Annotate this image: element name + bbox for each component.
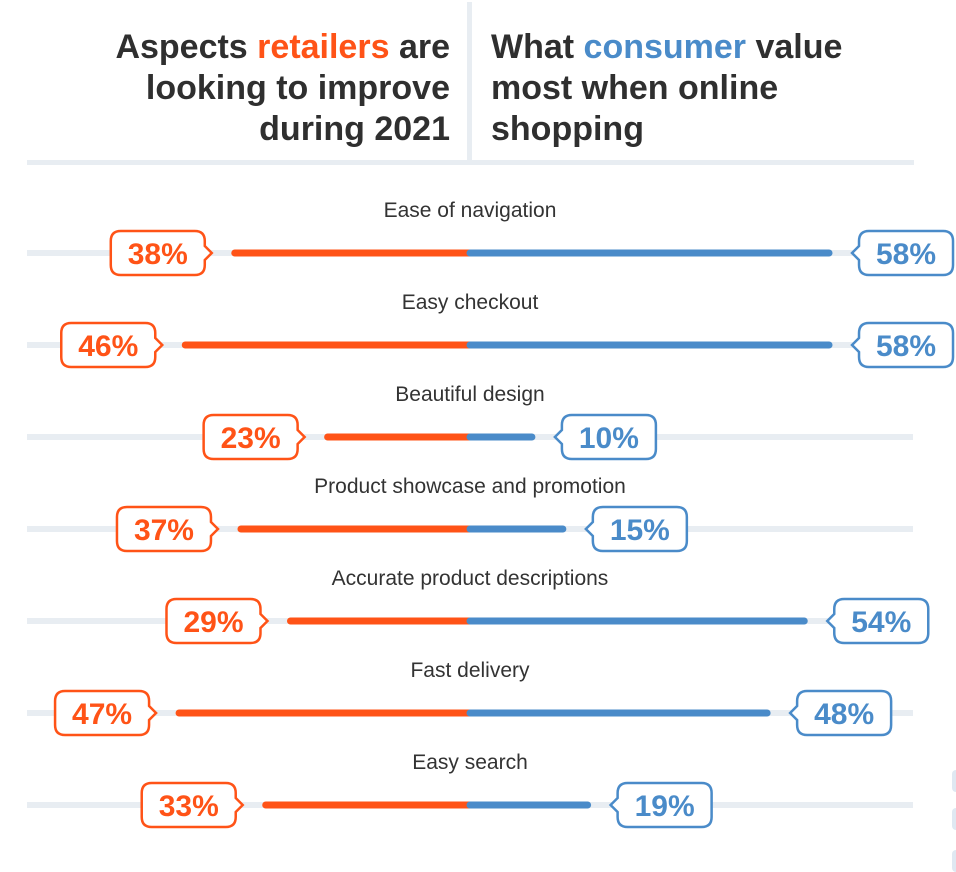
left-title-line3: during 2021 <box>259 110 450 148</box>
category-label: Beautiful design <box>395 383 544 406</box>
category-label: Easy checkout <box>402 291 539 314</box>
consumer-bar-cap <box>470 709 474 717</box>
consumer-value-label: 48% <box>814 698 874 731</box>
retailer-value-bubble <box>60 321 165 369</box>
consumer-value-bubble <box>850 229 955 277</box>
header-divider <box>27 160 914 165</box>
right-title-line3: shopping <box>491 110 644 148</box>
edge-decoration <box>952 770 956 792</box>
right-title-line2: most when online <box>491 69 779 107</box>
retailer-value-bubble <box>115 505 220 553</box>
header: Aspects retailers are looking to improve… <box>0 0 956 165</box>
consumer-bar-cap <box>470 433 474 441</box>
consumer-value-label: 15% <box>610 514 670 547</box>
retailer-value-bubble <box>53 689 158 737</box>
vertical-divider <box>467 2 472 162</box>
consumer-bar-cap <box>470 525 474 533</box>
retailer-value-bubble <box>140 781 245 829</box>
consumer-value-label: 10% <box>579 422 639 455</box>
consumer-value-label: 58% <box>876 238 936 271</box>
left-title-suffix: are <box>389 28 450 66</box>
retailer-value-bubble <box>165 597 270 645</box>
retailer-value-bubble <box>202 413 307 461</box>
retailer-value-label: 37% <box>134 514 194 547</box>
consumer-value-label: 19% <box>635 790 695 823</box>
right-title: What consumer value most when online sho… <box>491 27 931 150</box>
consumer-value-bubble <box>825 597 930 645</box>
consumer-value-bubble <box>553 413 658 461</box>
edge-decoration <box>952 808 956 830</box>
consumer-bar-cap <box>470 617 474 625</box>
retailer-value-label: 33% <box>159 790 219 823</box>
category-label: Ease of navigation <box>384 199 557 222</box>
retailer-value-label: 46% <box>78 330 138 363</box>
retailer-value-bubble <box>109 229 214 277</box>
category-label: Fast delivery <box>410 659 530 682</box>
category-label: Product showcase and promotion <box>314 475 626 498</box>
left-title-line2: looking to improve <box>145 69 450 107</box>
retailer-value-label: 38% <box>128 238 188 271</box>
right-title-highlight: consumer <box>583 28 747 66</box>
consumer-bar-cap <box>470 249 474 257</box>
left-title-prefix: Aspects <box>115 28 258 66</box>
consumer-bar-cap <box>470 341 474 349</box>
consumer-bar-cap <box>470 801 474 809</box>
consumer-value-bubble <box>788 689 893 737</box>
retailer-value-label: 29% <box>183 606 243 639</box>
right-title-suffix: value <box>746 28 843 66</box>
right-title-prefix: What <box>491 28 584 66</box>
left-title-highlight: retailers <box>257 28 390 66</box>
consumer-value-bubble <box>584 505 689 553</box>
left-title: Aspects retailers are looking to improve… <box>10 27 450 150</box>
retailer-value-label: 47% <box>72 698 132 731</box>
edge-decoration <box>952 850 956 872</box>
category-label: Accurate product descriptions <box>332 567 609 590</box>
retailer-value-label: 23% <box>221 422 281 455</box>
consumer-value-bubble <box>608 781 713 829</box>
consumer-value-label: 58% <box>876 330 936 363</box>
category-label: Easy search <box>412 751 528 774</box>
consumer-value-bubble <box>850 321 955 369</box>
consumer-value-label: 54% <box>851 606 911 639</box>
